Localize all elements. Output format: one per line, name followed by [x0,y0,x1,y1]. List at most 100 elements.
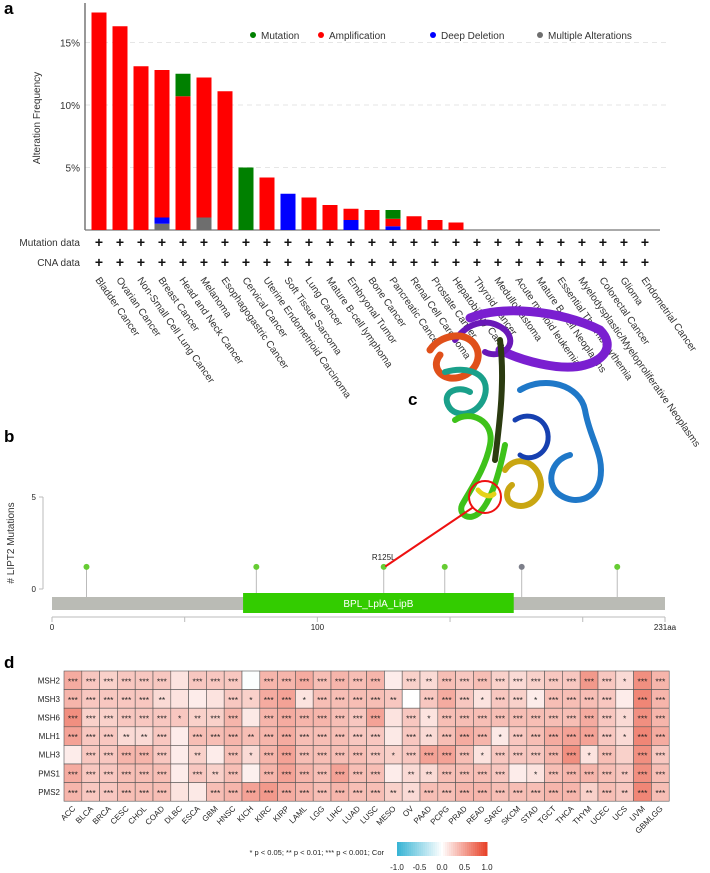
significance-marker: * [498,732,502,742]
lollipop-head [253,563,260,570]
colorbar-tick-label: 1.0 [481,863,493,872]
heatmap-cell [651,782,670,802]
colorbar-segment [401,842,404,856]
cna-data-marker: + [599,254,607,270]
significance-marker: *** [442,714,453,724]
mutation-data-marker: + [200,234,208,250]
colorbar-segment [437,842,440,856]
bar-segment-amplification [301,197,317,230]
significance-marker: * [623,714,627,724]
colorbar-segment [419,842,422,856]
significance-marker: *** [477,769,488,779]
significance-marker: *** [513,676,524,686]
significance-marker: *** [566,732,577,742]
significance-marker: *** [121,788,132,798]
significance-marker: *** [584,732,595,742]
significance-marker: *** [602,676,613,686]
heatmap-row-label: MSH3 [38,695,61,704]
significance-marker: *** [210,732,221,742]
significance-marker: *** [584,676,595,686]
significance-marker: *** [513,788,524,798]
significance-marker: *** [549,695,560,705]
y-tick-label: 0 [32,585,37,594]
heatmap-cell [615,689,634,709]
significance-marker: ** [123,732,130,742]
significance-marker: *** [655,751,666,761]
heatmap-column-label: PRAD [447,804,469,826]
significance-marker: *** [121,714,132,724]
colorbar-segment [441,842,444,856]
significance-marker: *** [193,769,204,779]
significance-marker: *** [139,751,150,761]
significance-marker: *** [442,732,453,742]
bar-segment-multiple-alterations [196,217,212,230]
significance-marker: *** [495,769,506,779]
significance-marker: *** [460,732,471,742]
colorbar-segment [407,842,410,856]
colorbar-segment [463,842,466,856]
significance-marker: *** [193,732,204,742]
lollipop-head [614,563,621,570]
heatmap-cell [384,726,403,746]
colorbar-segment [473,842,476,856]
significance-marker: *** [157,751,168,761]
panel-label-c: c [408,390,417,409]
heatmap-column-label: HNSC [215,804,238,827]
colorbar-segment [433,842,436,856]
bar-segment-mutation [175,73,191,97]
cna-data-marker: + [305,254,313,270]
cna-data-marker: + [368,254,376,270]
significance-marker: *** [495,695,506,705]
significance-marker: *** [264,751,275,761]
significance-marker: *** [406,732,417,742]
significance-marker: *** [531,732,542,742]
significance-marker: *** [264,714,275,724]
significance-marker: *** [477,676,488,686]
x-tick-label: 231aa [654,623,677,632]
colorbar-segment [459,842,462,856]
significance-marker: *** [193,676,204,686]
cna-data-marker: + [578,254,586,270]
mutation-data-marker: + [221,234,229,250]
colorbar-segment [431,842,434,856]
heatmap-row-label: MSH2 [38,676,61,685]
cna-data-marker: + [389,254,397,270]
protein-domain [243,593,514,613]
significance-marker: *** [566,714,577,724]
cna-data-marker: + [494,254,502,270]
significance-marker: *** [264,788,275,798]
significance-marker: * [534,769,538,779]
mmr-gene-correlation-heatmap: MSH2 *** *** *** *** *** *** *** *** *** *** *** ***… [38,670,670,872]
significance-marker: *** [602,695,613,705]
colorbar-segment [457,842,460,856]
significance-marker: *** [139,676,150,686]
significance-marker: *** [139,695,150,705]
heatmap-cell [384,763,403,783]
significance-marker: *** [264,769,275,779]
colorbar-tick-label: 0.0 [436,863,448,872]
significance-marker: *** [68,732,79,742]
heatmap-column-label: TGCT [536,804,558,826]
mutation-data-marker: + [620,234,628,250]
bar-segment-deep-deletion [343,220,359,230]
bar-segment-amplification [91,12,107,230]
significance-marker: ** [426,769,433,779]
significance-marker: *** [299,732,310,742]
bar-segment-amplification [112,26,128,230]
colorbar-segment [461,842,464,856]
significance-marker: *** [566,751,577,761]
bar-segment-amplification [364,210,380,230]
significance-marker: *** [513,751,524,761]
bar-segment-deep-deletion [385,226,401,230]
significance-marker: *** [282,732,293,742]
colorbar-segment [429,842,432,856]
significance-marker: ** [390,695,397,705]
colorbar-segment [477,842,480,856]
significance-marker: *** [549,751,560,761]
colorbar-segment [471,842,474,856]
significance-marker: * [178,714,182,724]
y-tick-label: 10% [60,101,80,112]
significance-marker: *** [157,732,168,742]
significance-marker: *** [495,676,506,686]
heatmap-cell [170,782,189,802]
